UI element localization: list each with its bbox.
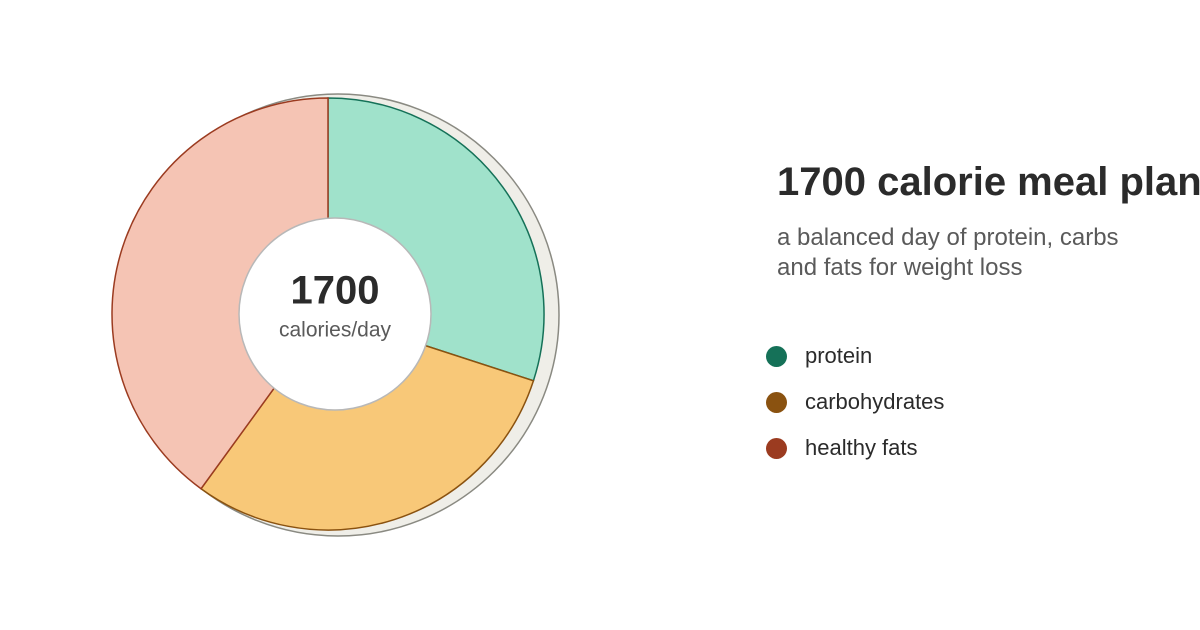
legend-swatch	[766, 437, 787, 459]
chart-title: 1700 calorie meal plan	[777, 160, 1200, 204]
legend-item: healthy fats	[766, 425, 944, 471]
donut-hole	[238, 217, 432, 411]
legend: protein carbohydrates healthy fats	[766, 333, 944, 471]
center-value: 1700	[291, 269, 380, 313]
slice	[199, 313, 535, 531]
donut-chart: 1700 calories/day	[111, 93, 560, 537]
legend-item: carbohydrates	[766, 379, 944, 425]
legend-item: protein	[766, 333, 944, 379]
legend-swatch	[766, 391, 787, 413]
legend-swatch	[766, 345, 787, 367]
legend-label: carbohydrates	[805, 389, 945, 414]
chart-subtitle: a balanced day of protein, carbs and fat…	[777, 224, 1119, 281]
legend-label: protein	[805, 343, 873, 368]
legend-label: healthy fats	[805, 435, 918, 460]
slice	[111, 97, 329, 490]
center-label: calories/day	[279, 319, 392, 342]
